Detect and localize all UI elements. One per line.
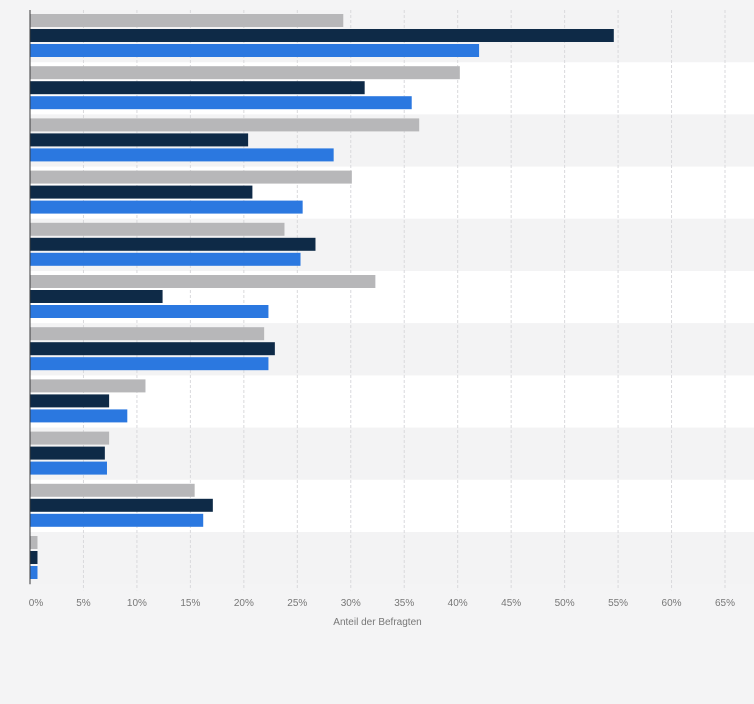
bar [30,536,38,549]
bar [30,275,376,288]
x-tick-label: 10% [127,598,147,609]
bar [30,170,352,184]
bar [30,14,344,27]
bar [30,513,204,527]
x-axis-label: Anteil der Befragten [333,617,421,628]
bars [30,14,614,579]
x-tick-label: 35% [394,598,414,609]
bar [30,81,365,95]
bar [30,461,107,475]
bar [30,252,301,266]
x-tick-label: 20% [234,598,254,609]
x-tick-label: 0% [29,598,44,609]
bar [30,409,128,423]
x-tick-label: 60% [662,598,682,609]
bar [30,357,269,371]
x-tick-label: 65% [715,598,735,609]
bar [30,237,316,251]
x-tick-label: 25% [287,598,307,609]
bar [30,185,253,199]
bar [30,118,420,132]
category-band [30,375,754,428]
bar [30,148,334,162]
bar [30,96,412,110]
bar [30,446,105,460]
x-tick-label: 45% [501,598,521,609]
bar [30,498,213,512]
bar [30,290,163,303]
bar [30,342,275,356]
bar [30,379,146,393]
bar [30,566,38,579]
bar [30,483,195,497]
x-tick-label: 5% [76,598,91,609]
bar [30,305,269,318]
bar [30,200,303,214]
bar [30,133,249,147]
bar [30,222,285,236]
bar [30,551,38,564]
bar [30,44,480,57]
bar [30,66,460,80]
bar [30,431,110,445]
x-tick-label: 40% [448,598,468,609]
category-band [30,427,754,480]
x-tick-label: 30% [341,598,361,609]
x-tick-label: 55% [608,598,628,609]
bar [30,394,110,408]
x-tick-labels: 0% 5% 10% 15% 20% 25% 30% 35% 40% 45% 50% 55% 60% 65% [29,598,735,609]
x-tick-label: 15% [180,598,200,609]
bar [30,327,265,341]
bar [30,29,614,42]
x-tick-label: 50% [555,598,575,609]
category-band [30,532,754,585]
